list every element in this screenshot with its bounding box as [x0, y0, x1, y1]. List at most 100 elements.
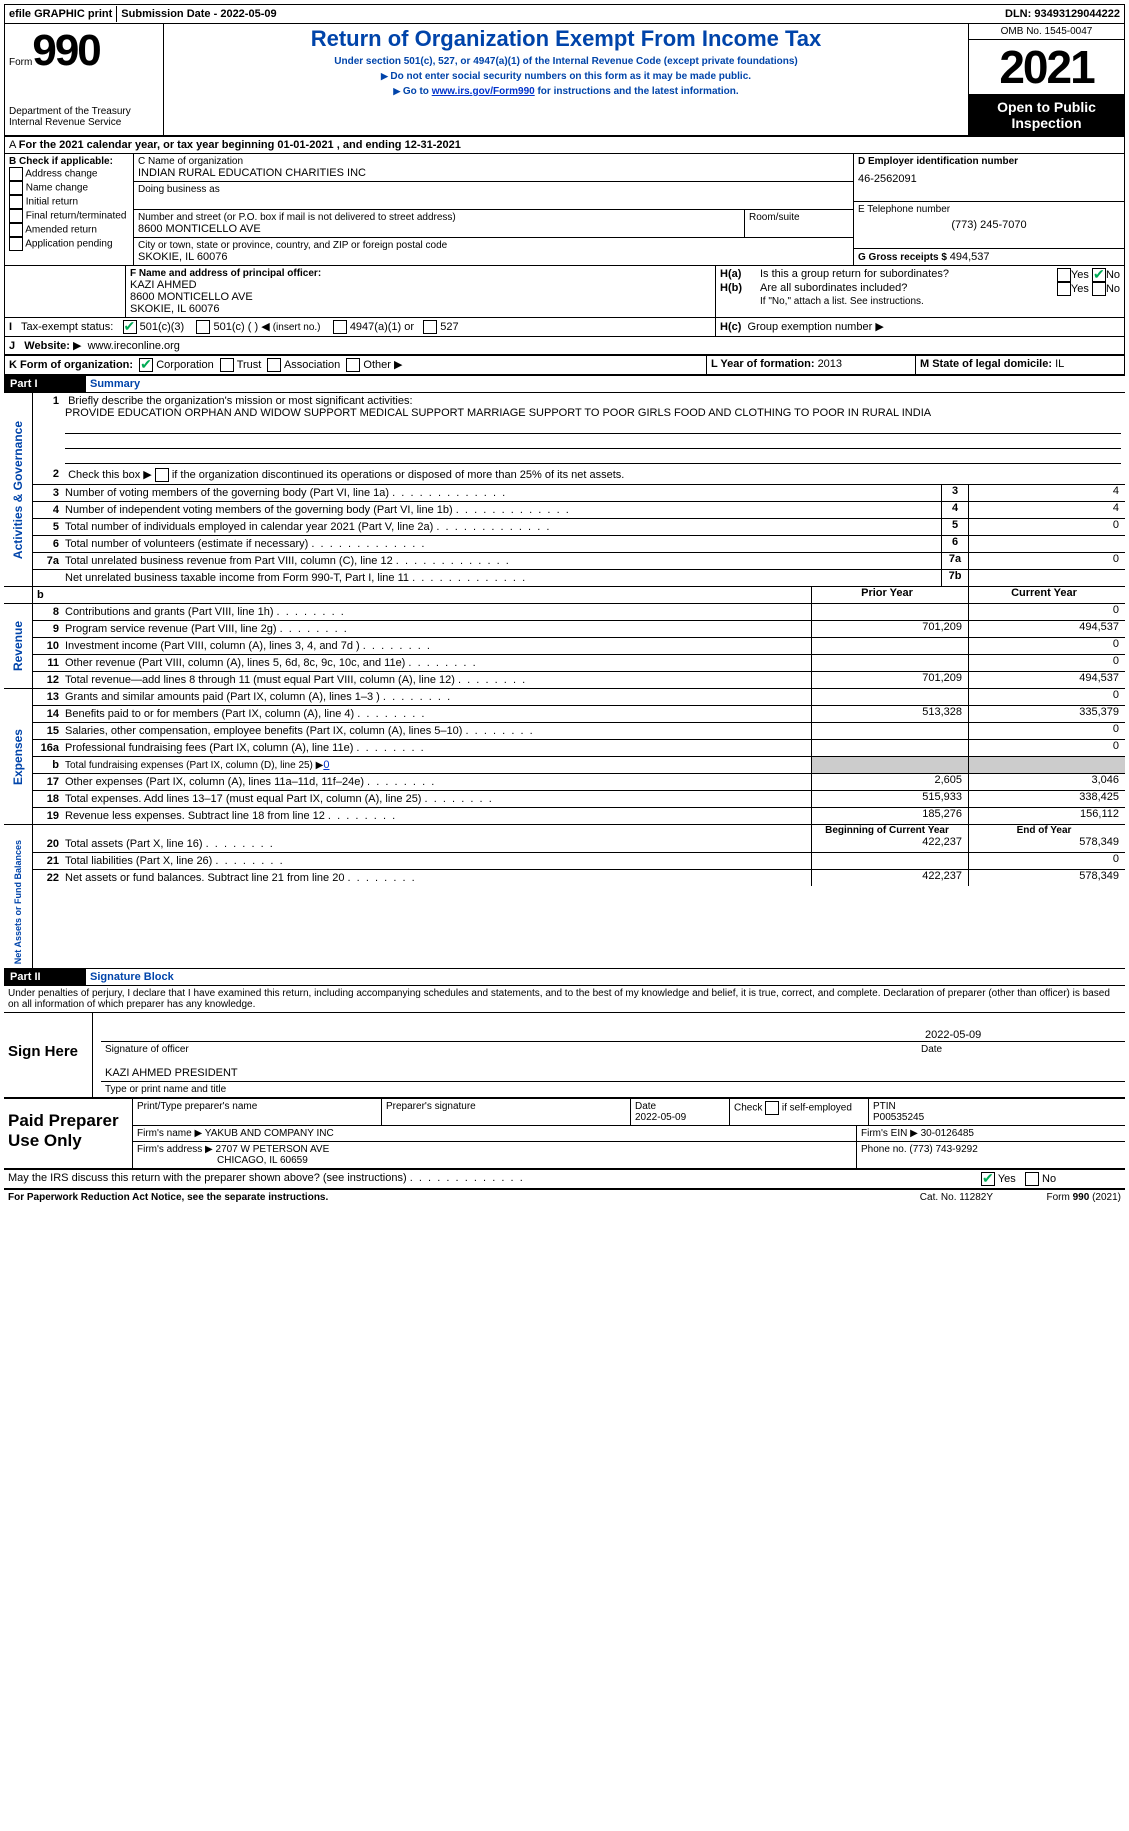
k-trust-checkbox[interactable] — [220, 358, 234, 372]
i-501c-checkbox[interactable] — [196, 320, 210, 334]
i-527-checkbox[interactable] — [423, 320, 437, 334]
firm-name-lbl: Firm's name ▶ — [137, 1128, 205, 1139]
b-checkbox[interactable] — [9, 223, 23, 237]
ha-text: Is this a group return for subordinates? — [760, 268, 1010, 282]
date-lbl: Date — [917, 1042, 1125, 1057]
l1-lbl: Briefly describe the organization's miss… — [68, 395, 412, 407]
expenses-block: Expenses 13Grants and similar amounts pa… — [4, 688, 1125, 824]
l2-text: Check this box ▶ if the organization dis… — [68, 469, 624, 481]
na-py-hdr: Beginning of Current Year — [811, 825, 969, 836]
sig-officer-lbl: Signature of officer — [101, 1042, 917, 1057]
b-item: Application pending — [9, 237, 129, 251]
mayirs-no-checkbox[interactable] — [1025, 1172, 1039, 1186]
mayirs-yes-checkbox[interactable] — [981, 1172, 995, 1186]
subtitle2: Do not enter social security numbers on … — [168, 71, 964, 82]
room-lbl: Room/suite — [749, 212, 849, 223]
money-row: 17Other expenses (Part IX, column (A), l… — [33, 773, 1125, 790]
b-checkbox[interactable] — [9, 209, 23, 223]
fh-row: F Name and address of principal officer:… — [4, 266, 1125, 318]
k-assoc-checkbox[interactable] — [267, 358, 281, 372]
dept1: Department of the Treasury — [9, 106, 159, 117]
money-row: 11Other revenue (Part VIII, column (A), … — [33, 654, 1125, 671]
k-other-checkbox[interactable] — [346, 358, 360, 372]
k-corp-checkbox[interactable] — [139, 358, 153, 372]
b-checkbox[interactable] — [9, 195, 23, 209]
i-501c3-checkbox[interactable] — [123, 320, 137, 334]
revenue-block: Revenue 8Contributions and grants (Part … — [4, 603, 1125, 688]
i-row: I Tax-exempt status: 501(c)(3) 501(c) ( … — [4, 318, 1125, 337]
dln-value: 93493129044222 — [1034, 8, 1120, 20]
header-block: Form990 Department of the Treasury Inter… — [4, 24, 1125, 137]
part2-subtitle: Signature Block — [86, 969, 178, 985]
money-row: 10Investment income (Part VIII, column (… — [33, 637, 1125, 654]
na-block: Net Assets or Fund Balances 20Total asse… — [4, 836, 1125, 968]
footer-formyr: (2021) — [1089, 1192, 1121, 1203]
section-h: H(a) Is this a group return for subordin… — [715, 266, 1124, 317]
submission-date: 2022-05-09 — [220, 8, 276, 20]
irs-link[interactable]: www.irs.gov/Form990 — [432, 86, 535, 97]
pycy-cy: Current Year — [969, 587, 1125, 603]
b-item: Final return/terminated — [9, 209, 129, 223]
hb-no-checkbox[interactable] — [1092, 282, 1106, 296]
f-addr: 8600 MONTICELLO AVE — [130, 291, 711, 303]
ha-yes-checkbox[interactable] — [1057, 268, 1071, 282]
l2-checkbox[interactable] — [155, 468, 169, 482]
phone: (773) 743-9292 — [909, 1144, 977, 1155]
part1-header: Part I Summary — [4, 376, 1125, 392]
vlabel-ag-wrap: Activities & Governance — [4, 393, 33, 586]
a-text: For the 2021 calendar year, or tax year … — [19, 139, 278, 151]
type-name-lbl: Type or print name and title — [101, 1081, 1125, 1097]
i-opt2: 501(c) ( ) — [214, 321, 262, 333]
klm-row: K Form of organization: Corporation Trus… — [4, 356, 1125, 376]
yes2: Yes — [1071, 283, 1089, 295]
f-city: SKOKIE, IL 60076 — [130, 303, 711, 315]
b-checkbox[interactable] — [9, 237, 23, 251]
money-row: 9Program service revenue (Part VIII, lin… — [33, 620, 1125, 637]
form-word: Form — [9, 57, 32, 68]
city: SKOKIE, IL 60076 — [138, 251, 849, 263]
money-row: 12Total revenue—add lines 8 through 11 (… — [33, 671, 1125, 688]
j-lbl: Website: — [24, 340, 73, 352]
hb-note: If "No," attach a list. See instructions… — [720, 296, 1120, 307]
vlabel-rev: Revenue — [9, 617, 27, 675]
ag-content: 1 Briefly describe the organization's mi… — [33, 393, 1125, 586]
sign-here-label: Sign Here — [4, 1013, 92, 1097]
dba-lbl: Doing business as — [138, 184, 849, 195]
header-center: Return of Organization Exempt From Incom… — [164, 24, 968, 135]
subtitle3: Go to www.irs.gov/Form990 for instructio… — [168, 86, 964, 97]
b-checkbox[interactable] — [9, 167, 23, 181]
addr: 8600 MONTICELLO AVE — [138, 223, 740, 235]
a-begin: 01-01-2021 — [277, 139, 333, 151]
i-4947-checkbox[interactable] — [333, 320, 347, 334]
l-lbl: L Year of formation: — [711, 358, 818, 370]
form-number: 990 — [32, 26, 99, 75]
money-row: 18Total expenses. Add lines 13–17 (must … — [33, 790, 1125, 807]
paid-preparer-block: Paid Preparer Use Only Print/Type prepar… — [4, 1099, 1125, 1170]
j-val: www.ireconline.org — [88, 340, 180, 352]
ha-no-checkbox[interactable] — [1092, 268, 1106, 282]
ptin-lbl: PTIN — [873, 1101, 1121, 1112]
section-a: A For the 2021 calendar year, or tax yea… — [4, 137, 1125, 154]
tax-year: 2021 — [969, 40, 1124, 95]
mayirs-no: No — [1042, 1173, 1056, 1185]
hb-yes-checkbox[interactable] — [1057, 282, 1071, 296]
money-row: 20Total assets (Part X, line 16)422,2375… — [33, 836, 1125, 852]
e-lbl: E Telephone number — [858, 204, 1120, 215]
paid-label: Paid Preparer Use Only — [4, 1099, 132, 1168]
sub3b: for instructions and the latest informat… — [535, 86, 739, 97]
summary-row: 3Number of voting members of the governi… — [33, 484, 1125, 501]
firm-name: YAKUB AND COMPANY INC — [205, 1128, 334, 1139]
k-lbl: K Form of organization: — [9, 359, 133, 371]
hc-text: Group exemption number — [748, 321, 876, 333]
b-checkbox[interactable] — [9, 181, 23, 195]
money-row: 22Net assets or fund balances. Subtract … — [33, 869, 1125, 886]
city-lbl: City or town, state or province, country… — [138, 240, 849, 251]
hb-text: Are all subordinates included? — [760, 282, 1010, 296]
sign-here-block: Sign Here 2022-05-09 Signature of office… — [4, 1012, 1125, 1099]
prep-sig-lbl: Preparer's signature — [381, 1099, 630, 1125]
hc-lbl: H(c) — [720, 321, 741, 333]
money-row: bTotal fundraising expenses (Part IX, co… — [33, 756, 1125, 773]
dept2: Internal Revenue Service — [9, 117, 159, 128]
subtitle1: Under section 501(c), 527, or 4947(a)(1)… — [168, 56, 964, 67]
self-emp-checkbox[interactable] — [765, 1101, 779, 1115]
